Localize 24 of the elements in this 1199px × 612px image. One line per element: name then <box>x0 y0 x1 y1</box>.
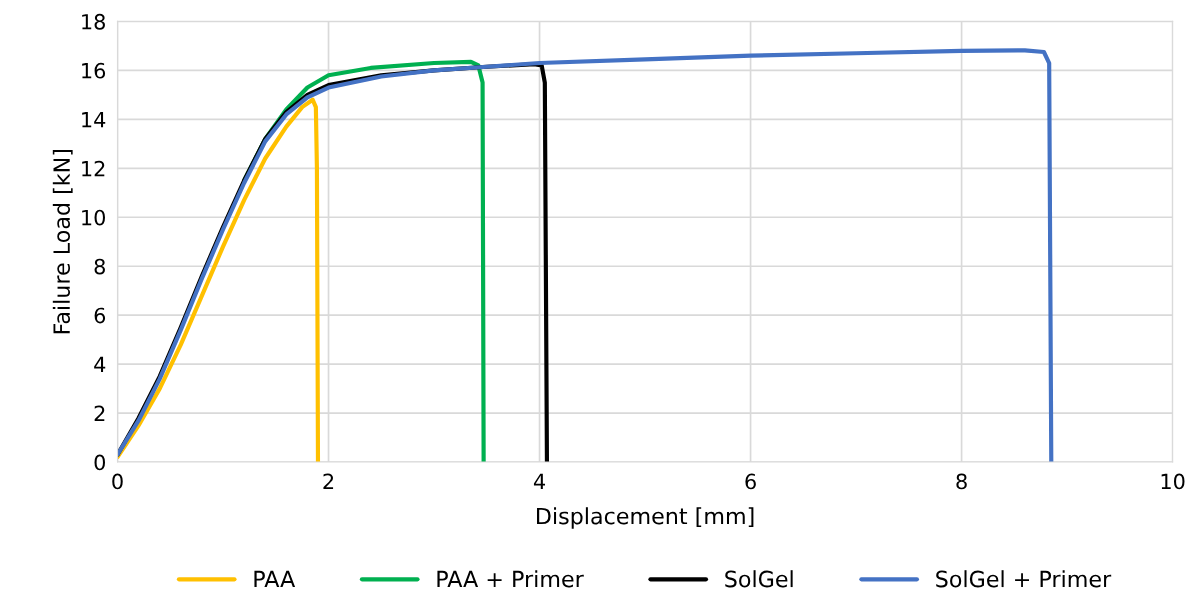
y-tick-label: 10 <box>82 209 106 226</box>
line-series <box>117 97 321 463</box>
y-tick-label: 0 <box>94 454 106 471</box>
y-tick-label: 18 <box>82 13 105 30</box>
x-tick-label: 8 <box>956 473 967 490</box>
y-tick-label: 2 <box>94 405 105 422</box>
legend-label: PAA <box>254 570 296 588</box>
x-tick-label: 4 <box>533 473 546 489</box>
x-tick-label: 2 <box>323 473 334 489</box>
legend-label: SolGel <box>725 570 793 588</box>
y-tick-label: 6 <box>94 307 106 324</box>
y-axis-title: Failure Load [kN] <box>52 149 73 334</box>
y-tick-label: 8 <box>94 258 105 275</box>
legend-label: PAA + Primer <box>437 570 584 588</box>
y-tick-label: 14 <box>82 112 106 128</box>
x-tick-label: 6 <box>745 473 756 490</box>
y-tick-label: 16 <box>82 62 106 79</box>
x-tick-label: 10 <box>1161 473 1185 490</box>
line-series <box>117 48 1054 463</box>
x-axis-title: Displacement [mm] <box>537 507 754 529</box>
y-tick-label: 4 <box>94 356 106 373</box>
x-tick-label: 0 <box>112 473 123 490</box>
legend-label: SolGel + Primer <box>936 570 1112 588</box>
y-tick-label: 12 <box>82 160 105 177</box>
